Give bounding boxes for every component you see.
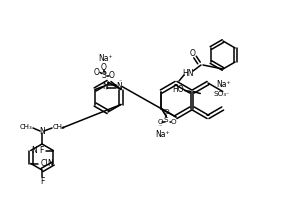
Text: HO: HO: [172, 85, 183, 94]
Text: CH₂: CH₂: [53, 124, 65, 130]
Text: Na⁺: Na⁺: [155, 130, 170, 139]
Text: O: O: [109, 71, 115, 80]
Text: S: S: [164, 117, 168, 123]
Text: O: O: [170, 118, 176, 124]
Text: O: O: [164, 109, 169, 115]
Text: O: O: [94, 68, 100, 77]
Text: O: O: [158, 118, 163, 124]
Text: CH₃: CH₃: [20, 124, 32, 130]
Text: Na⁺: Na⁺: [216, 80, 231, 89]
Text: SO₃: SO₃: [213, 91, 226, 97]
Text: N: N: [116, 82, 122, 91]
Text: Na⁺: Na⁺: [99, 54, 113, 63]
Text: ⁺: ⁺: [104, 88, 108, 93]
Text: F: F: [39, 146, 43, 155]
Text: N: N: [102, 82, 108, 91]
Text: O: O: [190, 49, 196, 57]
Text: O: O: [101, 63, 107, 72]
Text: Cl: Cl: [41, 159, 48, 168]
Text: ⁻: ⁻: [159, 125, 162, 130]
Text: N: N: [31, 146, 37, 155]
Text: S: S: [102, 71, 106, 80]
Text: N: N: [39, 126, 45, 135]
Text: HN: HN: [182, 69, 194, 77]
Text: N: N: [48, 159, 53, 168]
Text: ⁻: ⁻: [118, 80, 122, 85]
Text: F: F: [40, 178, 44, 186]
Text: ⁻: ⁻: [226, 93, 229, 98]
